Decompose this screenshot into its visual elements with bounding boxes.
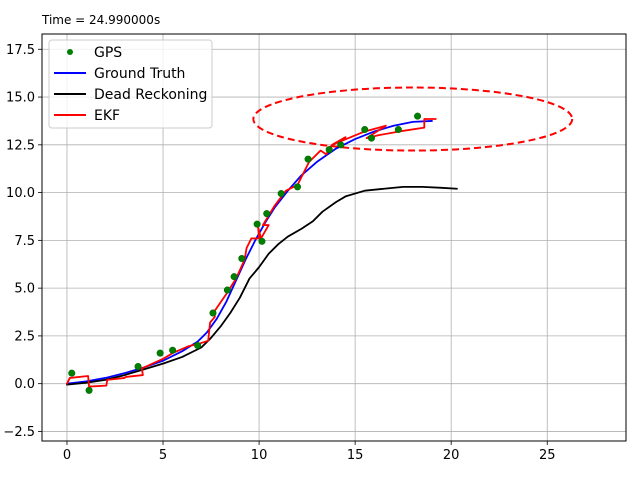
gps-point: [253, 220, 261, 228]
y-tick-label: −2.5: [3, 425, 35, 440]
x-tick-label: 5: [159, 448, 167, 463]
y-tick-label: 0.0: [14, 377, 35, 392]
gps-point: [223, 286, 231, 294]
grid: [42, 34, 626, 441]
gps-point: [263, 210, 271, 218]
gps-point: [68, 369, 76, 377]
gps-point: [238, 255, 246, 263]
legend-ekf-label: EKF: [94, 108, 120, 124]
x-tick-label: 25: [539, 448, 556, 463]
series-lines: [66, 118, 458, 388]
gps-point: [134, 362, 142, 370]
covariance-ellipse-layer: [252, 86, 574, 152]
y-tick-label: 7.5: [14, 234, 35, 249]
gps-point: [258, 237, 266, 245]
gps-point: [293, 183, 301, 191]
legend-dead-reckoning-label: Dead Reckoning: [94, 87, 207, 103]
gps-point: [394, 126, 402, 134]
gps-point: [209, 309, 217, 317]
x-tick-label: 15: [347, 448, 364, 463]
gps-point: [156, 349, 164, 357]
gps-point: [169, 346, 177, 354]
gps-point: [230, 273, 238, 281]
covariance-ellipse: [252, 86, 574, 152]
y-tick-label: 2.5: [14, 329, 35, 344]
x-tick-label: 10: [251, 448, 268, 463]
gps-point: [367, 134, 375, 142]
y-tick-label: 12.5: [6, 138, 35, 153]
gps-point: [414, 112, 422, 120]
gps-point: [304, 155, 312, 163]
legend-gps-label: GPS: [94, 45, 122, 61]
gps-point: [361, 126, 369, 134]
legend-ground-truth-label: Ground Truth: [94, 66, 185, 82]
legend-gps-marker: [67, 49, 73, 55]
gps-point: [194, 341, 202, 349]
gps-markers: [68, 112, 422, 394]
gps-point: [337, 141, 345, 149]
axes-frame: [41, 33, 627, 442]
y-tick-label: 5.0: [14, 282, 35, 297]
gps-point: [277, 190, 285, 198]
time-annotation: Time = 24.990000s: [41, 13, 160, 27]
ekf-line: [66, 118, 437, 388]
gps-point: [85, 386, 93, 394]
x-tick-label: 20: [443, 448, 460, 463]
plot-area: [66, 86, 574, 394]
dead-reckoning-line: [66, 185, 458, 386]
y-tick-label: 10.0: [6, 186, 35, 201]
x-tick-label: 0: [63, 448, 71, 463]
gps-point: [325, 146, 333, 154]
y-tick-label: 17.5: [6, 43, 35, 58]
legend: GPS Ground Truth Dead Reckoning EKF: [48, 39, 213, 129]
y-tick-label: 15.0: [6, 91, 35, 106]
axis-ticks: 0 5 10 15 20 25 −2.5 0.0 2.5 5.0 7.5 10.0 12.5 15.0 17…: [3, 43, 555, 463]
legend-box: [48, 39, 213, 129]
